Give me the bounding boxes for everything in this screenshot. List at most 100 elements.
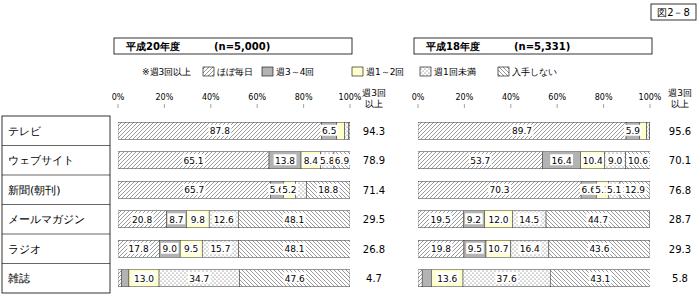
data-label-bg (168, 213, 186, 224)
data-label: 70.3 (490, 185, 510, 195)
data-label-bg (133, 272, 156, 283)
tick-label: 100% (639, 93, 662, 102)
summary-value: 4.7 (366, 273, 382, 284)
tick-label: 60% (248, 93, 266, 102)
figure-label-box (651, 4, 696, 20)
bar-segment (269, 152, 301, 169)
bar-segment (581, 152, 605, 169)
panel-title: 平成20年度 (125, 41, 180, 52)
data-label-bg (208, 125, 231, 136)
data-label-bg (589, 272, 612, 283)
bar-segment (118, 211, 166, 228)
summary-header-line: 以上 (365, 99, 383, 109)
bar-segment (345, 122, 349, 139)
tick-label: 40% (202, 93, 220, 102)
data-label: 19.5 (431, 215, 451, 225)
bar-segment (463, 270, 550, 287)
data-label-bg (429, 213, 452, 224)
data-label-bg (127, 243, 150, 254)
bar-segment (486, 240, 511, 257)
bar-segment (464, 240, 486, 257)
data-label-bg (333, 154, 351, 165)
bar-segment (129, 270, 159, 287)
data-label: 15.7 (210, 244, 230, 254)
category-box (2, 116, 110, 293)
summary-value: 70.1 (669, 155, 691, 166)
bar-segment (239, 240, 350, 257)
data-label: 9.2 (467, 215, 481, 225)
summary-value: 95.6 (669, 126, 691, 137)
data-label-bg (212, 213, 235, 224)
bar-segment (209, 211, 238, 228)
data-label: 48.1 (284, 244, 304, 254)
panel-subtitle: (n=5,000) (214, 41, 270, 52)
category-label: テレビ (8, 125, 42, 138)
bar-segment (121, 270, 128, 287)
panel-header-box (414, 38, 652, 54)
data-label-bg (320, 125, 338, 136)
data-label: 9.5 (468, 244, 482, 254)
bar-segment (186, 211, 209, 228)
legend-swatch (352, 67, 363, 76)
panel-header-box (114, 38, 352, 54)
data-label: 5.8 (320, 156, 335, 166)
data-label-bg (182, 243, 200, 254)
data-label: 9.0 (608, 156, 623, 166)
legend-label: ほぼ毎日 (217, 67, 253, 77)
panel: 平成18年度(n=5,331)0%20%40%60%80%100%週3回以上89… (412, 38, 692, 287)
data-label: 44.7 (588, 215, 608, 225)
summary-header-line: 以上 (671, 99, 689, 109)
summary-value: 5.8 (672, 273, 688, 284)
bar-segment (238, 211, 350, 228)
legend-label: 週1回未満 (434, 67, 476, 77)
data-label: 47.6 (285, 274, 305, 284)
data-label-bg (624, 125, 642, 136)
tick-mark (418, 104, 419, 108)
tick-mark (510, 104, 511, 108)
data-label: 12.9 (625, 185, 645, 195)
data-label: 43.1 (590, 274, 610, 284)
legend-swatch (262, 67, 273, 76)
legend-swatch (420, 67, 431, 76)
row-divider (2, 175, 110, 176)
tick-label: 80% (595, 93, 613, 102)
tick-label: 20% (456, 93, 474, 102)
row-divider (2, 234, 110, 235)
data-label: 16.4 (520, 244, 540, 254)
data-label-bg (606, 154, 624, 165)
data-label: 8.4 (304, 156, 319, 166)
bar-segment (431, 270, 463, 287)
bar-segment (649, 122, 650, 139)
category-label: 雑誌 (8, 272, 30, 285)
data-label: 8.7 (169, 215, 183, 225)
data-labels: 87.86.565.113.88.45.86.965.75.65.218.820… (127, 125, 351, 284)
bar-segment (418, 270, 422, 287)
data-labels: 89.75.953.716.410.49.010.670.36.65.15.11… (429, 125, 649, 284)
data-label: 5.1 (607, 185, 621, 195)
bar-segment (118, 181, 270, 198)
tick-label: 60% (548, 93, 566, 102)
bar-segment (334, 152, 350, 169)
bars (118, 122, 350, 287)
bar-segment (418, 240, 464, 257)
bar-segment (485, 211, 513, 228)
bar-segment (349, 122, 350, 139)
data-label: 5.2 (282, 185, 296, 195)
data-label: 10.6 (628, 156, 648, 166)
summary-header-line: 週3回 (362, 88, 386, 98)
data-label-bg (189, 213, 207, 224)
row-divider (2, 263, 110, 264)
data-label: 16.4 (552, 156, 572, 166)
data-label-bg (283, 272, 306, 283)
bar-segment (418, 181, 581, 198)
summary-value: 29.5 (363, 214, 385, 225)
tick-mark (118, 104, 119, 108)
data-label: 17.8 (129, 244, 149, 254)
data-label: 10.7 (488, 244, 508, 254)
data-label: 20.8 (132, 215, 152, 225)
summary-value: 94.3 (363, 126, 385, 137)
data-label-bg (487, 243, 510, 254)
bar-segment (543, 152, 581, 169)
bar-segment (463, 211, 484, 228)
data-label: 13.8 (275, 156, 295, 166)
